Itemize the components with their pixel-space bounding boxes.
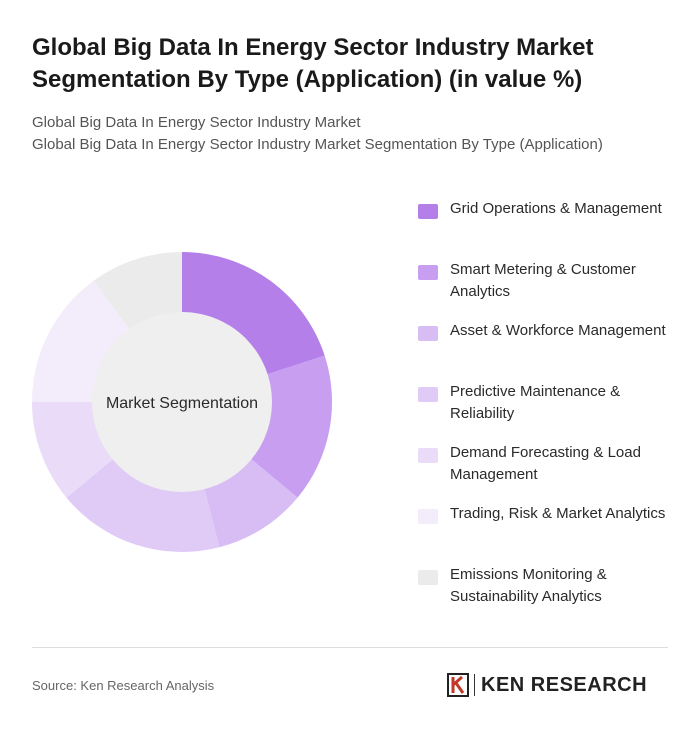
source-text: Source: Ken Research Analysis [32,678,215,693]
legend-label: Grid Operations & Management [450,200,662,217]
legend: Grid Operations & Management Smart Meteri… [418,198,680,625]
ken-research-logo: KEN RESEARCH [447,672,647,698]
donut-chart: Market Segmentation [32,252,333,553]
footer-divider [32,647,668,648]
legend-swatch [418,448,438,463]
legend-label: Asset & Workforce Management [450,322,666,339]
legend-item: Smart Metering & Customer Analytics [418,259,680,320]
logo-mark-icon [447,673,469,697]
legend-swatch [418,265,438,280]
logo-text: KEN RESEARCH [481,673,648,696]
legend-item: Asset & Workforce Management [418,320,680,381]
legend-swatch [418,326,438,341]
subtitle-line-1: Global Big Data In Energy Sector Industr… [32,114,361,131]
legend-label: Predictive Maintenance & Reliability [450,383,621,422]
legend-label: Emissions Monitoring & Sustainability An… [450,566,607,605]
logo-separator [474,674,475,696]
legend-item: Trading, Risk & Market Analytics [418,503,680,564]
legend-item: Predictive Maintenance & Reliability [418,381,680,442]
legend-label: Trading, Risk & Market Analytics [450,505,666,522]
chart-title: Global Big Data In Energy Sector Industr… [32,34,594,93]
legend-item: Grid Operations & Management [418,198,680,259]
legend-swatch [418,204,438,219]
subtitle-line-2: Global Big Data In Energy Sector Industr… [32,136,603,153]
center-label: Market Segmentation [106,395,258,412]
legend-item: Demand Forecasting & Load Management [418,442,680,503]
legend-swatch [418,509,438,524]
legend-label: Demand Forecasting & Load Management [450,444,641,483]
legend-item: Emissions Monitoring & Sustainability An… [418,564,680,625]
donut-hole [92,312,272,492]
legend-swatch [418,387,438,402]
chart-subtitle: Global Big Data In Energy Sector Industr… [32,112,672,156]
legend-label: Smart Metering & Customer Analytics [450,261,636,300]
legend-swatch [418,570,438,585]
